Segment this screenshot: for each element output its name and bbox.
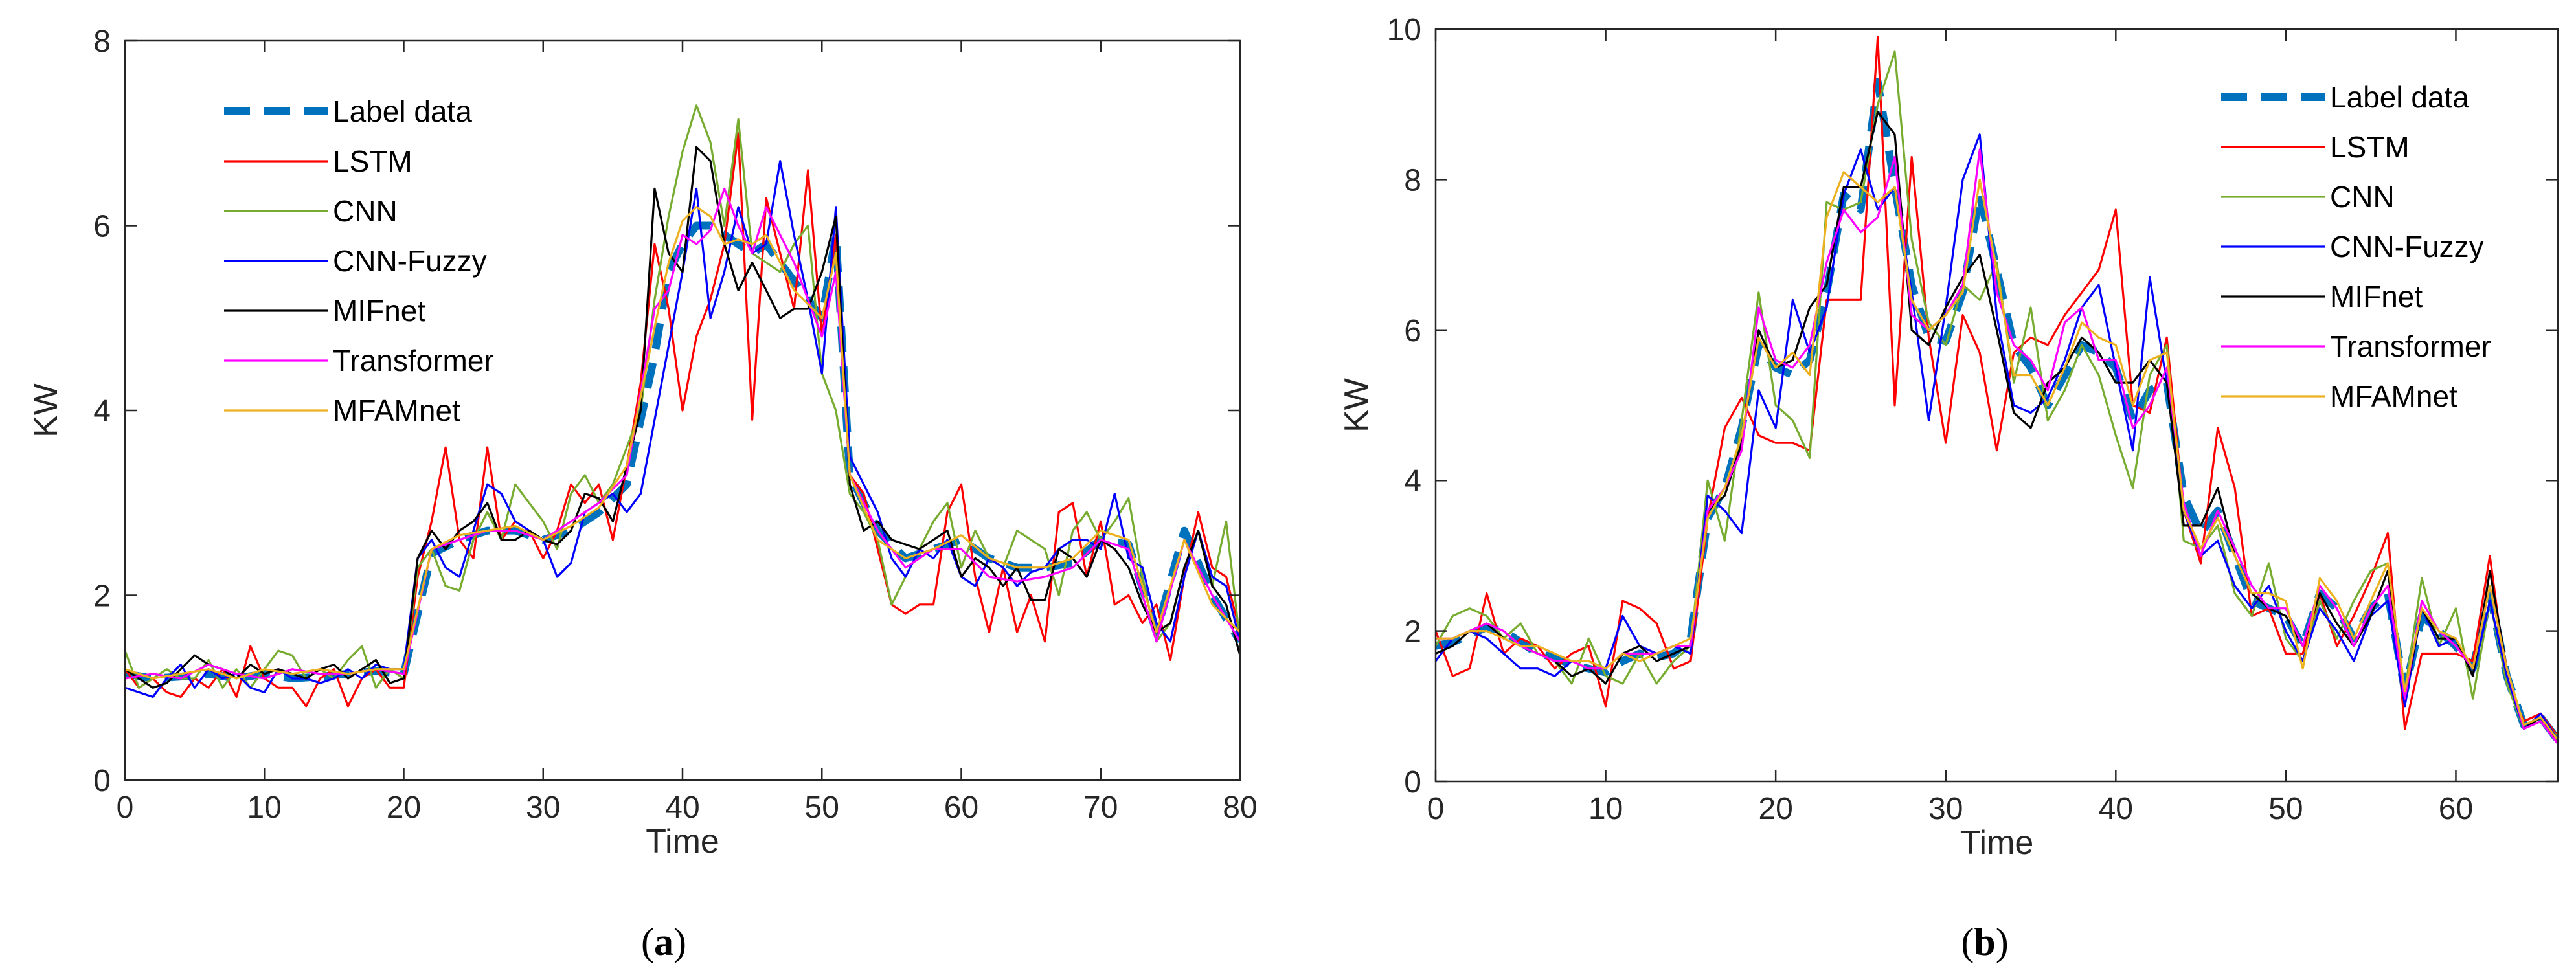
y-tick-label: 0	[93, 764, 111, 798]
plot-frame	[1434, 28, 2559, 783]
chart-panel-a: 0 10 20 30 40 50 60 70 80 0 2 4 6 8 Time KW Label data LS…	[27, 25, 1258, 963]
legend-label: Label data	[2330, 80, 2469, 114]
legend: Label data LSTM CNN CNN-Fuzzy MIFnet Transfor…	[2221, 80, 2491, 413]
series-line-mfamnet	[125, 206, 1240, 680]
chart-panel-b: 0 10 20 30 40 50 60 0 2 4 6 8 10 Time KW Label data LSTM…	[1338, 13, 2559, 963]
legend-label: CNN-Fuzzy	[333, 244, 487, 278]
legend-label: CNN	[2330, 180, 2395, 214]
y-tick-label: 10	[1387, 13, 1421, 47]
x-tick-label: 70	[1083, 790, 1118, 825]
x-tick-label: 40	[665, 790, 699, 825]
x-tick-label: 80	[1223, 790, 1257, 825]
y-tick-label: 8	[1404, 163, 1421, 197]
y-tick-label: 8	[93, 25, 111, 59]
legend-label: MFAMnet	[333, 394, 460, 427]
x-tick-label: 20	[1758, 792, 1792, 826]
y-tick-label: 4	[1404, 464, 1421, 499]
legend-label: CNN-Fuzzy	[2330, 230, 2484, 263]
x-tick-label: 60	[944, 790, 978, 825]
x-tick-label: 50	[2268, 792, 2303, 826]
legend-label: Transformer	[333, 344, 494, 377]
x-tick-label: 0	[117, 790, 134, 825]
legend-label: Label data	[333, 95, 472, 128]
x-tick-label: 30	[526, 790, 560, 825]
y-tick-label: 4	[93, 394, 111, 429]
series-line-mifnet	[125, 146, 1240, 689]
x-tick-label: 30	[1928, 792, 1963, 826]
x-tick-label: 10	[1588, 792, 1623, 826]
legend-label: MIFnet	[2330, 280, 2423, 313]
plot-area	[1436, 29, 2558, 781]
legend-label: CNN	[333, 194, 398, 228]
x-tick-label: 0	[1427, 792, 1445, 826]
y-tick-label: 2	[1404, 615, 1421, 649]
legend-label: LSTM	[2330, 130, 2410, 164]
x-tick-label: 20	[387, 790, 421, 825]
series-line-mfamnet	[1436, 171, 2558, 741]
legend: Label data LSTM CNN CNN-Fuzzy MIFnet Transfor…	[224, 95, 494, 427]
y-tick-label: 6	[93, 210, 111, 244]
series-group	[125, 104, 1240, 708]
series-group	[1436, 35, 2558, 745]
x-tick-label: 40	[2099, 792, 2133, 826]
y-tick-label: 0	[1404, 765, 1421, 800]
x-tick-label: 50	[805, 790, 839, 825]
y-axis-label: KW	[1338, 378, 1375, 432]
panel-caption: (a)	[641, 921, 686, 963]
legend-label: Transformer	[2330, 330, 2491, 363]
legend-label: LSTM	[333, 144, 412, 178]
y-axis-label: KW	[27, 383, 65, 438]
x-axis-label: Time	[646, 823, 719, 860]
y-tick-label: 6	[1404, 314, 1421, 348]
series-line-cnn	[1436, 50, 2558, 737]
series-line-lstm	[1436, 35, 2558, 737]
x-axis-label: Time	[1960, 824, 2034, 862]
y-tick-label: 2	[93, 579, 111, 614]
legend-label: MIFnet	[333, 294, 425, 328]
panel-caption: (b)	[1961, 921, 2008, 963]
legend-label: MFAMnet	[2330, 379, 2457, 413]
x-tick-label: 10	[247, 790, 282, 825]
x-tick-label: 60	[2439, 792, 2473, 826]
